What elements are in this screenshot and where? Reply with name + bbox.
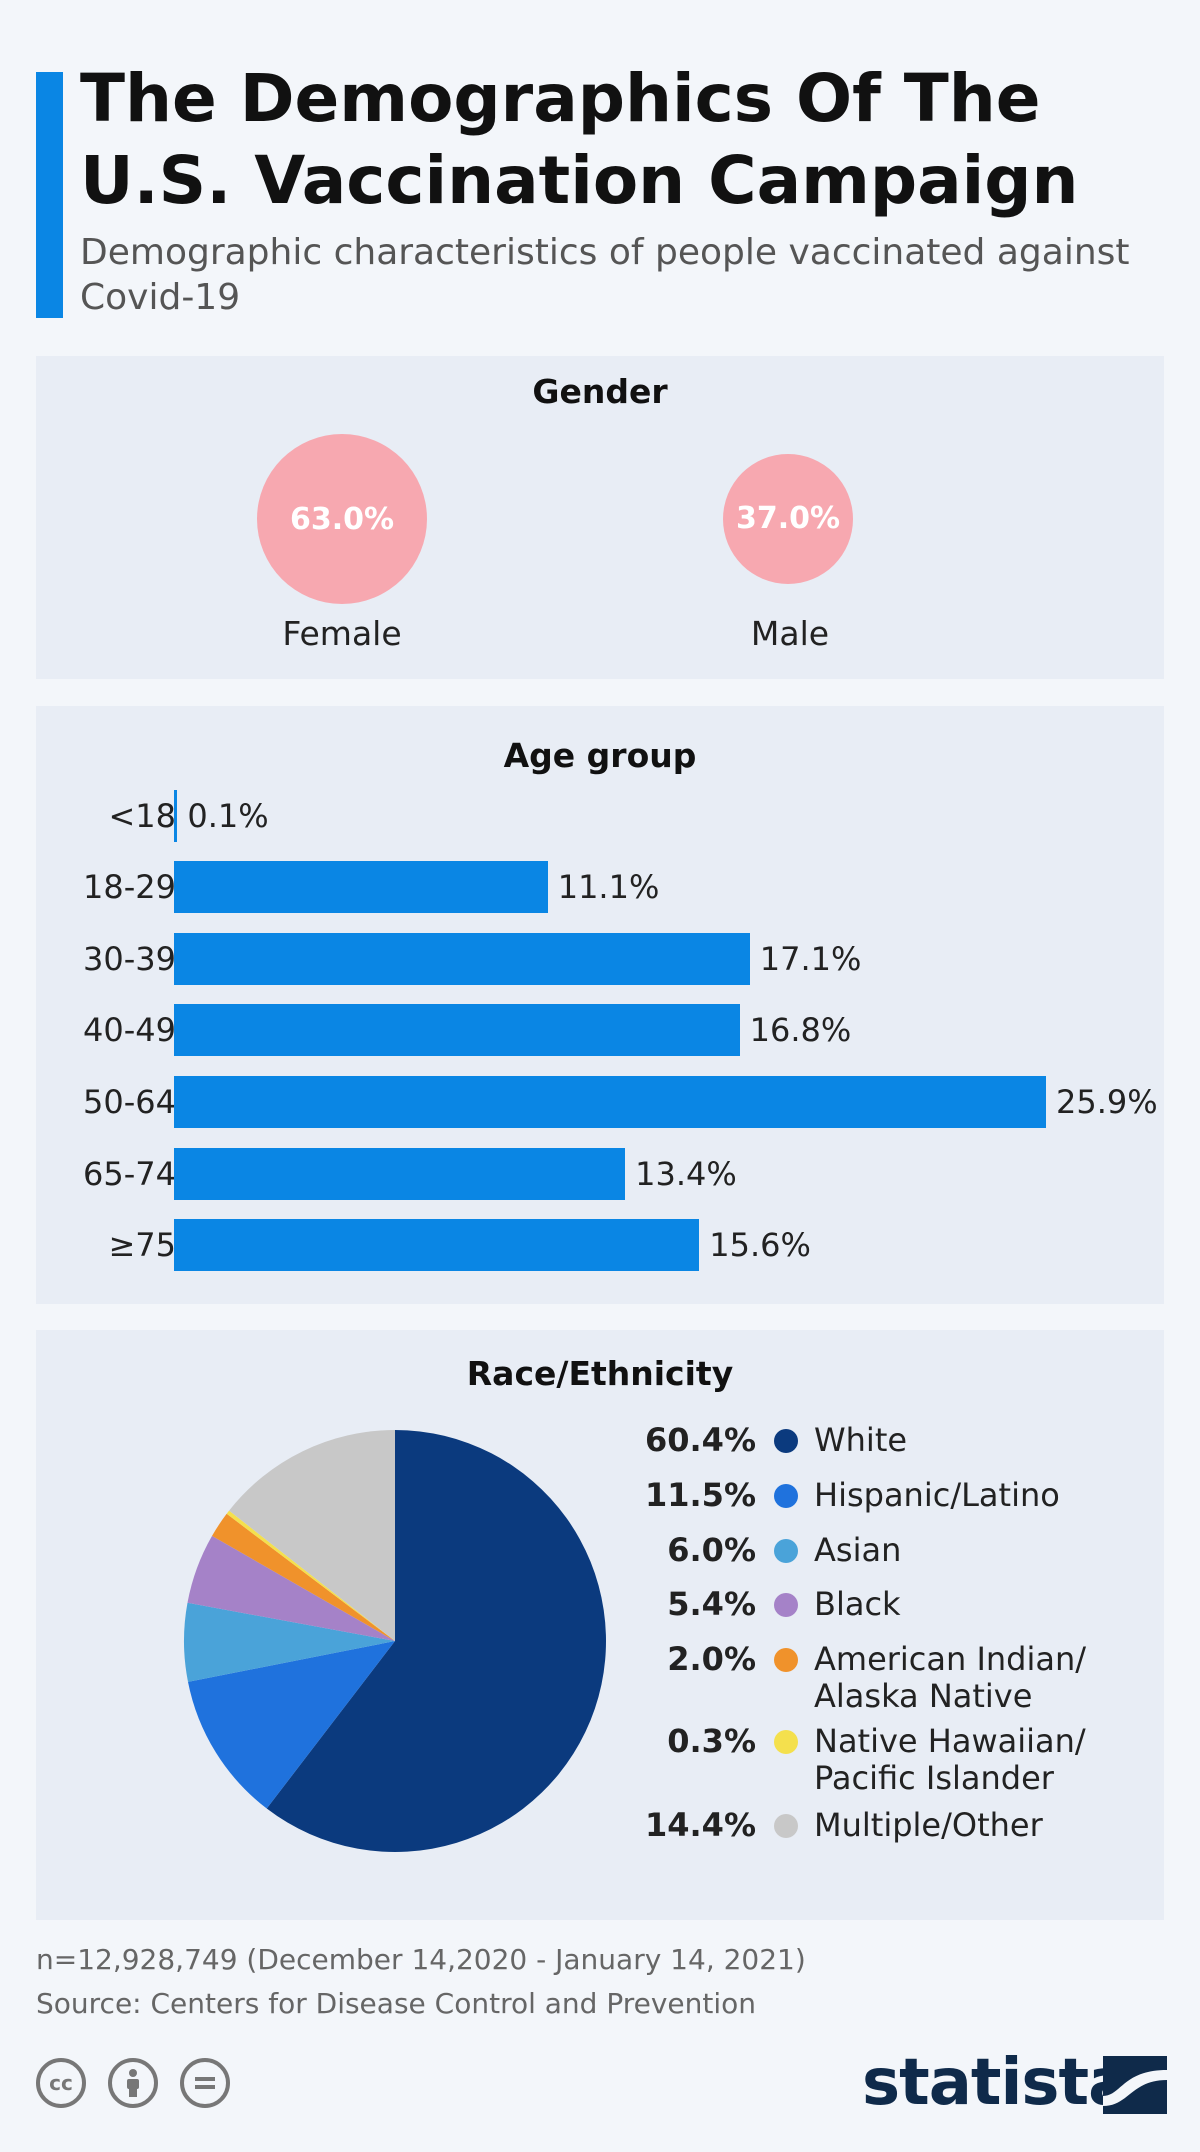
age-tick-label: 30-39: [83, 940, 176, 978]
legend-label: Asian: [814, 1531, 902, 1569]
pie-slice: [187, 1641, 395, 1809]
no-derivatives-icon[interactable]: [180, 2058, 230, 2108]
pie-slice: [229, 1430, 395, 1641]
legend-swatch: [774, 1814, 798, 1838]
age-value-label: 16.8%: [749, 1011, 852, 1049]
age-bar: [174, 933, 750, 985]
gender-category-label: Male: [750, 614, 830, 653]
gender-category-label: Female: [282, 614, 402, 653]
legend-label: Native Hawaiian/ Pacific Islander: [814, 1722, 1086, 1797]
equals-glyph-icon: [195, 2077, 215, 2089]
title-accent-bar: [36, 72, 63, 318]
legend-value: 2.0%: [667, 1640, 756, 1678]
age-value-label: 11.1%: [557, 868, 660, 906]
age-bar: [174, 1148, 626, 1200]
legend-swatch: [774, 1484, 798, 1508]
legend-label: White: [814, 1421, 908, 1459]
person-glyph-icon: [127, 2069, 139, 2097]
age-row: <18 0.1%: [36, 790, 1164, 842]
legend-value: 5.4%: [667, 1585, 756, 1623]
age-value-label: 15.6%: [709, 1226, 811, 1264]
legend-value: 14.4%: [644, 1806, 756, 1844]
age-tick-label: 40-49: [83, 1011, 176, 1049]
license-icons: cc: [36, 2058, 246, 2114]
age-tick-label: ≥75: [108, 1226, 176, 1264]
statista-mark-icon: [1103, 2056, 1167, 2114]
legend-swatch: [774, 1429, 798, 1453]
age-row: 40-49 16.8%: [36, 1004, 1164, 1056]
age-panel: Age group <18 0.1% 18-29 11.1% 30-39 17.…: [36, 706, 1164, 1304]
pie-slice: [187, 1535, 395, 1641]
attribution-icon[interactable]: [108, 2058, 158, 2108]
race-panel: Race/Ethnicity 60.4% White 11.5% Hispani…: [36, 1330, 1164, 1920]
age-value-label: 0.1%: [187, 797, 269, 835]
legend-value: 11.5%: [644, 1476, 756, 1514]
legend-swatch: [774, 1648, 798, 1672]
statista-logo[interactable]: statista: [862, 2046, 1167, 2120]
legend-label: Multiple/Other: [814, 1806, 1043, 1844]
age-value-label: 13.4%: [635, 1155, 737, 1193]
age-tick-label: <18: [108, 797, 176, 835]
legend-value: 0.3%: [667, 1722, 756, 1760]
page-subtitle: Demographic characteristics of people va…: [80, 232, 1130, 318]
page-title: The Demographics Of The U.S. Vaccination…: [80, 60, 1079, 219]
age-bar: [174, 1004, 740, 1056]
age-value-label: 17.1%: [759, 940, 862, 978]
gender-value-label: 37.0%: [735, 501, 841, 537]
legend-value: 60.4%: [644, 1421, 756, 1459]
race-pie-chart: [184, 1430, 606, 1852]
age-bar: [174, 1076, 1046, 1128]
legend-swatch: [774, 1593, 798, 1617]
age-row: ≥75 15.6%: [36, 1219, 1164, 1271]
pie-slice: [184, 1602, 395, 1682]
age-bar: [174, 861, 548, 913]
age-tick-label: 65-74: [83, 1155, 176, 1193]
age-row: 50-64 25.9%: [36, 1076, 1164, 1128]
pie-slice: [266, 1430, 606, 1852]
age-bar: [174, 790, 178, 842]
age-row: 18-29 11.1%: [36, 861, 1164, 913]
gender-panel: Gender 63.0% Female 37.0% Male: [36, 356, 1164, 679]
gender-bubble: 37.0%: [722, 453, 854, 585]
gender-female: 63.0% Female: [192, 356, 492, 679]
gender-value-label: 63.0%: [289, 501, 395, 537]
creative-commons-icon[interactable]: cc: [36, 2058, 86, 2108]
gender-male: 37.0% Male: [640, 356, 940, 679]
gender-title: Gender: [532, 372, 668, 411]
source-note: Source: Centers for Disease Control and …: [36, 1987, 757, 2020]
brand-wordmark: statista: [862, 2046, 1131, 2120]
pie-slice: [226, 1510, 395, 1641]
legend-label: Hispanic/Latino: [814, 1476, 1060, 1514]
age-tick-label: 50-64: [83, 1083, 176, 1121]
legend-label: Black: [814, 1585, 901, 1623]
age-value-label: 25.9%: [1056, 1083, 1158, 1121]
legend-label: American Indian/ Alaska Native: [814, 1640, 1087, 1715]
pie-slice: [212, 1513, 395, 1641]
age-tick-label: 18-29: [83, 868, 176, 906]
legend-swatch: [774, 1539, 798, 1563]
age-row: 65-74 13.4%: [36, 1148, 1164, 1200]
age-row: 30-39 17.1%: [36, 933, 1164, 985]
age-title: Age group: [503, 736, 697, 775]
race-title: Race/Ethnicity: [466, 1354, 734, 1393]
gender-bubble: 63.0%: [257, 434, 427, 604]
sample-note: n=12,928,749 (December 14,2020 - January…: [36, 1943, 806, 1976]
age-bar: [174, 1219, 700, 1271]
legend-swatch: [774, 1730, 798, 1754]
legend-value: 6.0%: [667, 1531, 756, 1569]
